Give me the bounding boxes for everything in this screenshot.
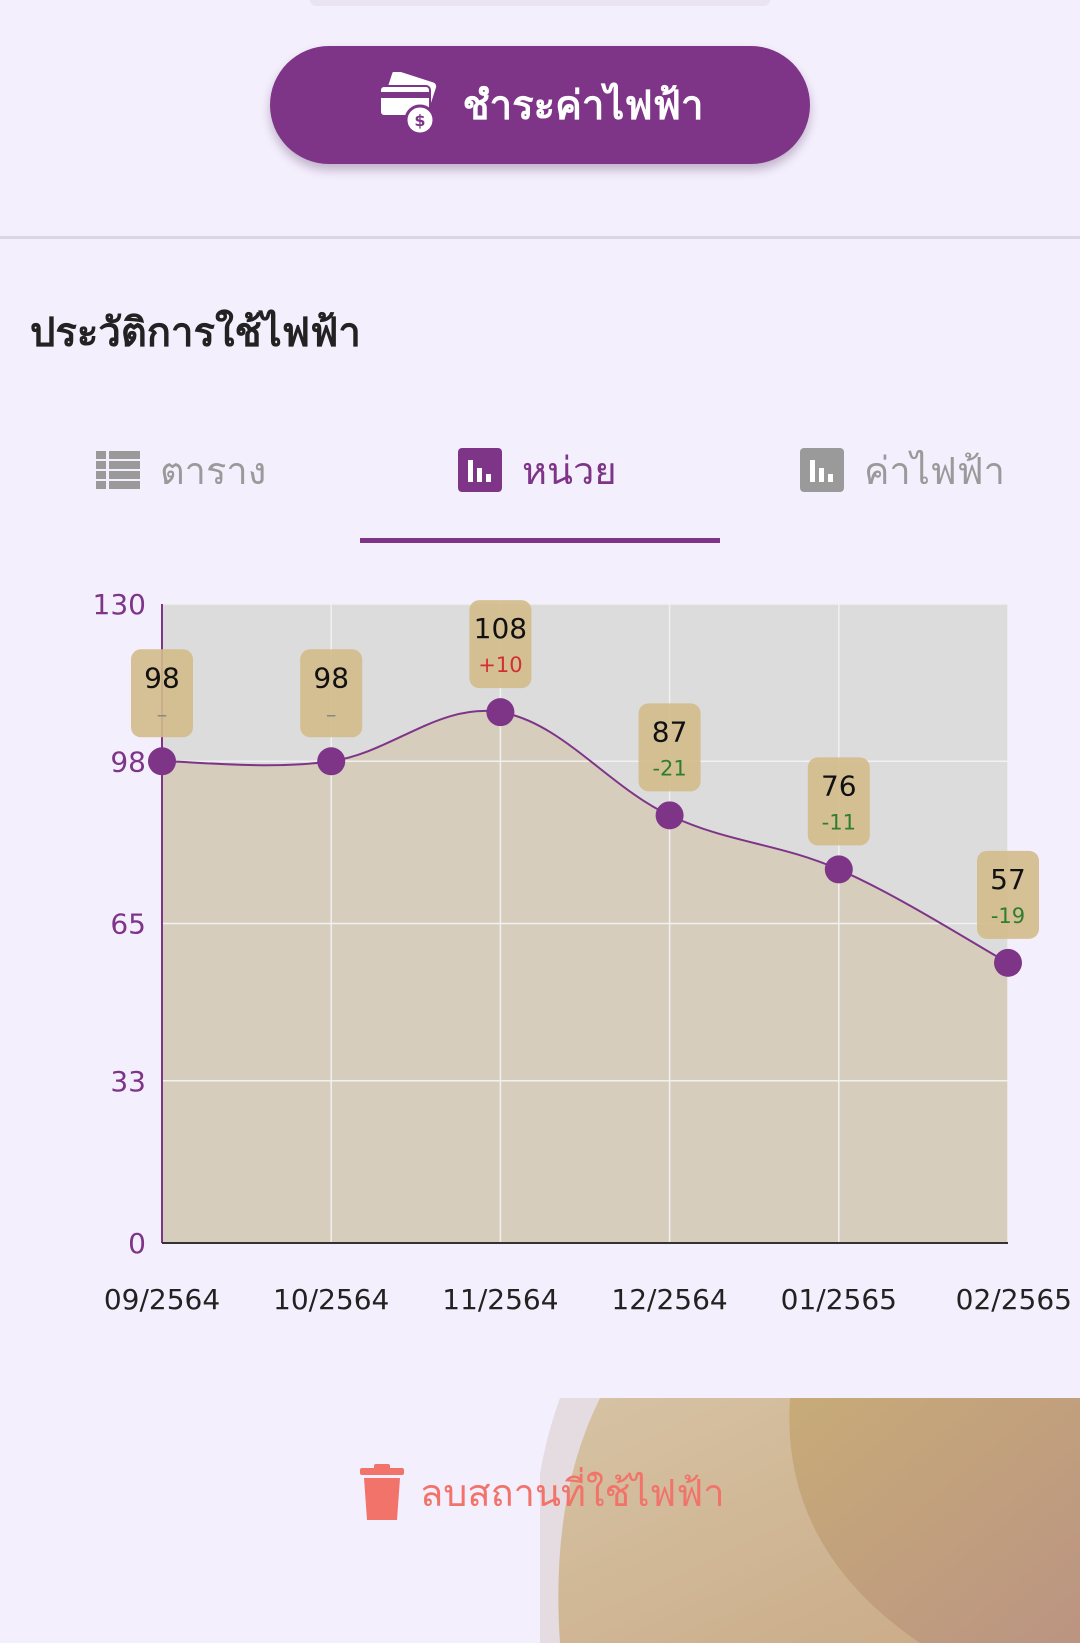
tab-units[interactable]: หน่วย xyxy=(458,430,617,510)
bar-chart-icon xyxy=(800,448,844,492)
tab-table[interactable]: ตาราง xyxy=(96,430,266,510)
data-change-label: -21 xyxy=(652,756,686,780)
data-value-label: 108 xyxy=(474,612,527,645)
data-change-label: -11 xyxy=(822,810,856,834)
history-tabs: ตาราง หน่วย ค่าไฟฟ้า xyxy=(0,430,1080,543)
data-value-label: 76 xyxy=(821,769,857,802)
data-change-label: -19 xyxy=(991,904,1025,928)
data-change-label: – xyxy=(326,702,337,726)
data-value-label: 98 xyxy=(144,661,180,694)
data-change-label: – xyxy=(157,702,168,726)
data-label-box xyxy=(469,600,532,689)
trash-icon xyxy=(360,1464,404,1520)
y-tick-label: 65 xyxy=(110,908,146,941)
tab-table-label: ตาราง xyxy=(160,448,267,493)
data-label-box xyxy=(807,757,870,846)
y-tick-label: 98 xyxy=(110,745,146,778)
x-tick-label: 10/2564 xyxy=(273,1283,389,1316)
data-label-box xyxy=(131,649,193,738)
data-point xyxy=(824,855,853,884)
usage-history-title: ประวัติการใช้ไฟฟ้า xyxy=(30,310,361,356)
x-tick-label: 02/2565 xyxy=(956,1283,1072,1316)
x-tick-label: 12/2564 xyxy=(611,1283,727,1316)
data-point xyxy=(317,747,346,776)
y-tick-label: 0 xyxy=(128,1227,146,1260)
data-point xyxy=(148,747,176,776)
usage-chart-svg: 0 33 65 98 130 09/2564 10/2564 11/2564 12/2564 01… xyxy=(93,588,1072,1316)
svg-text:$: $ xyxy=(415,111,426,130)
data-point xyxy=(655,801,684,830)
decorative-background xyxy=(540,1398,1080,1643)
pay-bill-button[interactable]: $ ชำระค่าไฟฟ้า xyxy=(270,46,810,164)
bar-chart-icon xyxy=(458,448,502,492)
tab-cost[interactable]: ค่าไฟฟ้า xyxy=(800,430,1005,510)
x-tick-label: 11/2564 xyxy=(442,1283,558,1316)
data-label-box xyxy=(638,703,701,792)
data-value-label: 98 xyxy=(313,661,349,694)
list-icon xyxy=(96,451,140,489)
data-label-box xyxy=(977,850,1039,939)
x-tick-label: 01/2565 xyxy=(781,1283,897,1316)
x-tick-label: 09/2564 xyxy=(104,1283,220,1316)
tab-cost-label: ค่าไฟฟ้า xyxy=(864,448,1006,493)
delete-location-label: ลบสถานที่ใช้ไฟฟ้า xyxy=(420,1470,725,1515)
data-point xyxy=(994,948,1022,977)
data-value-label: 57 xyxy=(990,863,1026,896)
pay-bill-label: ชำระค่าไฟฟ้า xyxy=(462,83,704,129)
tab-units-label: หน่วย xyxy=(522,448,617,493)
delete-location-button[interactable]: ลบสถานที่ใช้ไฟฟ้า xyxy=(360,1452,725,1532)
usage-area xyxy=(162,710,1008,1243)
y-tick-label: 130 xyxy=(93,588,146,621)
data-value-label: 87 xyxy=(652,715,688,748)
usage-line xyxy=(161,709,1009,964)
y-tick-label: 33 xyxy=(110,1065,146,1098)
card-payment-icon: $ xyxy=(379,72,437,136)
top-card-edge xyxy=(310,0,770,6)
usage-chart: 0 33 65 98 130 09/2564 10/2564 11/2564 12/2564 01… xyxy=(0,580,1080,1320)
data-change-label: +10 xyxy=(478,653,522,677)
data-label-box xyxy=(300,649,363,738)
active-tab-indicator xyxy=(360,538,720,543)
section-divider xyxy=(0,236,1080,239)
data-point xyxy=(486,698,515,727)
